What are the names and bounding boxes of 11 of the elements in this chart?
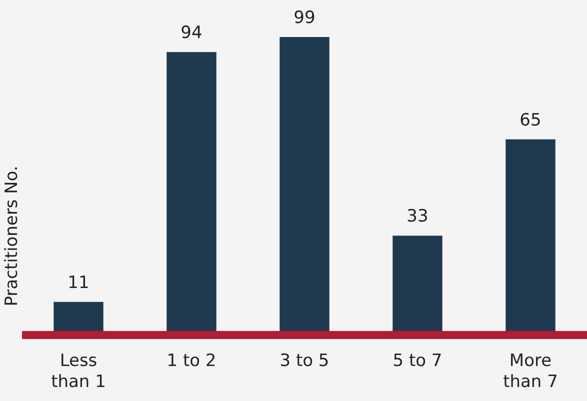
y-axis-title: Practitioners No. <box>2 166 22 306</box>
x-tick-label: 5 to 7 <box>392 351 442 371</box>
data-label: 33 <box>406 206 428 227</box>
data-label: 11 <box>68 272 90 293</box>
x-tick-label: 3 to 5 <box>280 351 330 371</box>
x-tick-label: More than 7 <box>503 351 558 392</box>
x-tick-label: Less than 1 <box>51 351 106 392</box>
data-label: 94 <box>180 23 202 44</box>
data-label: 99 <box>294 8 316 28</box>
data-label: 65 <box>520 110 542 130</box>
x-tick-label: 1 to 2 <box>166 351 216 371</box>
